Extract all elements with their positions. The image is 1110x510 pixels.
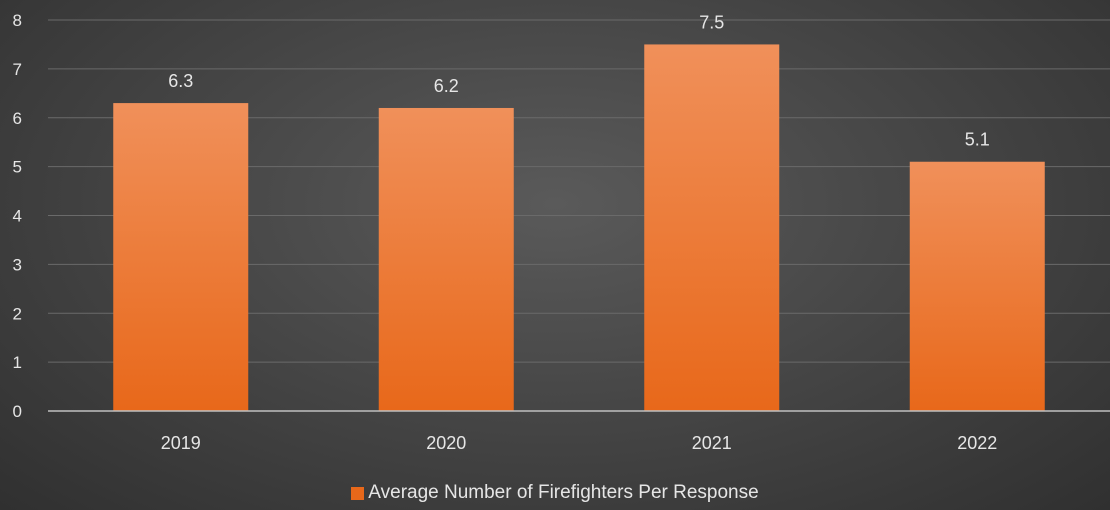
bar [909,161,1045,411]
y-tick-label: 0 [13,402,22,421]
data-label: 5.1 [965,130,990,150]
y-tick-label: 8 [13,11,22,30]
y-tick-label: 3 [13,255,22,274]
y-tick-label: 1 [13,353,22,372]
data-label: 7.5 [699,12,724,32]
data-label: 6.2 [434,76,459,96]
legend-swatch [351,486,365,500]
y-tick-label: 5 [13,158,22,177]
bar [113,103,249,412]
legend: Average Number of Firefighters Per Respo… [0,482,1110,504]
bar-chart-svg: 0 1 2 3 4 5 6 7 8 6.3 2019 6.2 2020 7.5 2021 5.1 2022 [13,11,1110,453]
bar [378,107,514,411]
y-tick-label: 7 [13,60,22,79]
x-tick-label: 2021 [692,433,732,453]
legend-label: Average Number of Firefighters Per Respo… [368,482,759,503]
x-tick-label: 2022 [957,433,997,453]
x-tick-label: 2019 [161,433,201,453]
y-tick-label: 4 [13,207,22,226]
y-tick-label: 2 [13,304,22,323]
data-label: 6.3 [168,71,193,91]
x-tick-label: 2020 [426,433,466,453]
y-tick-label: 6 [13,109,22,128]
bar [644,44,780,411]
